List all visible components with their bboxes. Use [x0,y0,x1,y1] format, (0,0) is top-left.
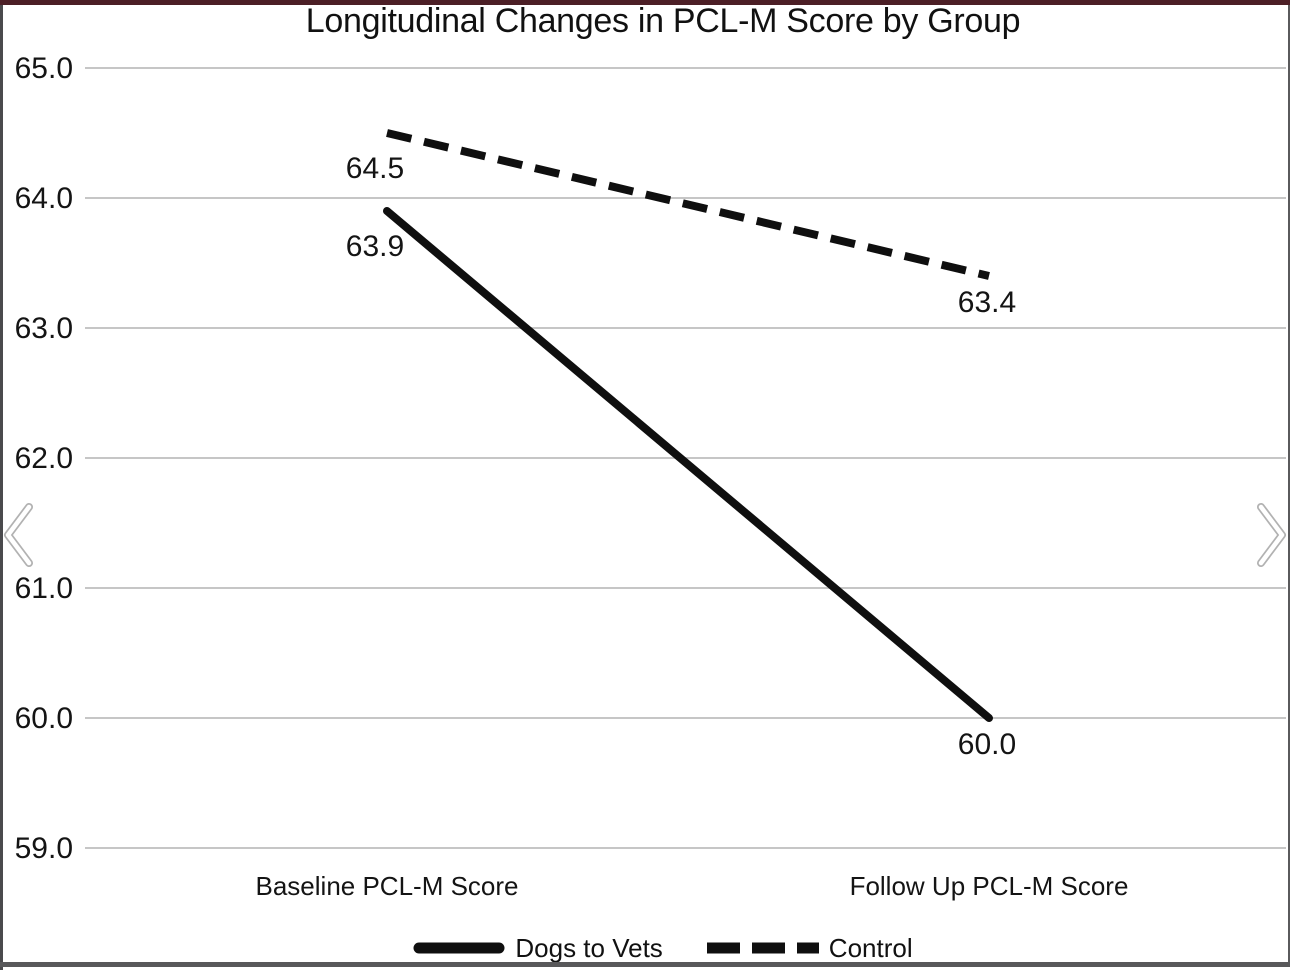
y-tick-label: 65.0 [15,52,73,85]
chart-title: Longitudinal Changes in PCL-M Score by G… [305,2,1021,40]
data-label: 64.5 [346,152,404,185]
y-tick-label: 61.0 [15,572,73,605]
chart-legend: Dogs to Vets Control [36,930,1290,966]
data-label: 60.0 [958,728,1016,761]
legend-item-dogs-to-vets: Dogs to Vets [413,932,663,964]
dashed-line-sample-icon [706,942,819,954]
legend-label-dogs-to-vets: Dogs to Vets [515,932,663,963]
series-line-control [386,129,990,280]
y-tick-label: 60.0 [15,702,73,735]
y-tick-label: 63.0 [15,312,73,345]
legend-item-control: Control [706,932,913,964]
x-category-label: Baseline PCL-M Score [256,871,519,901]
chevron-left-icon [4,503,33,567]
right-border [1288,5,1290,962]
next-arrow-button[interactable] [1252,498,1290,572]
solid-line-sample-icon [413,942,505,954]
x-category-label: Follow Up PCL-M Score [850,871,1129,901]
series-line-dogs-to-vets [383,207,993,722]
bottom-border-bar [0,962,1290,967]
data-label: 63.4 [958,286,1016,319]
y-tick-label: 59.0 [15,832,73,865]
y-tick-label: 64.0 [15,182,73,215]
chevron-right-icon [1257,503,1286,567]
prev-arrow-button[interactable] [0,498,38,572]
top-border [0,0,1290,5]
legend-label-control: Control [828,932,913,963]
y-tick-label: 62.0 [15,442,73,475]
left-border [0,5,3,970]
data-label: 63.9 [346,230,404,263]
